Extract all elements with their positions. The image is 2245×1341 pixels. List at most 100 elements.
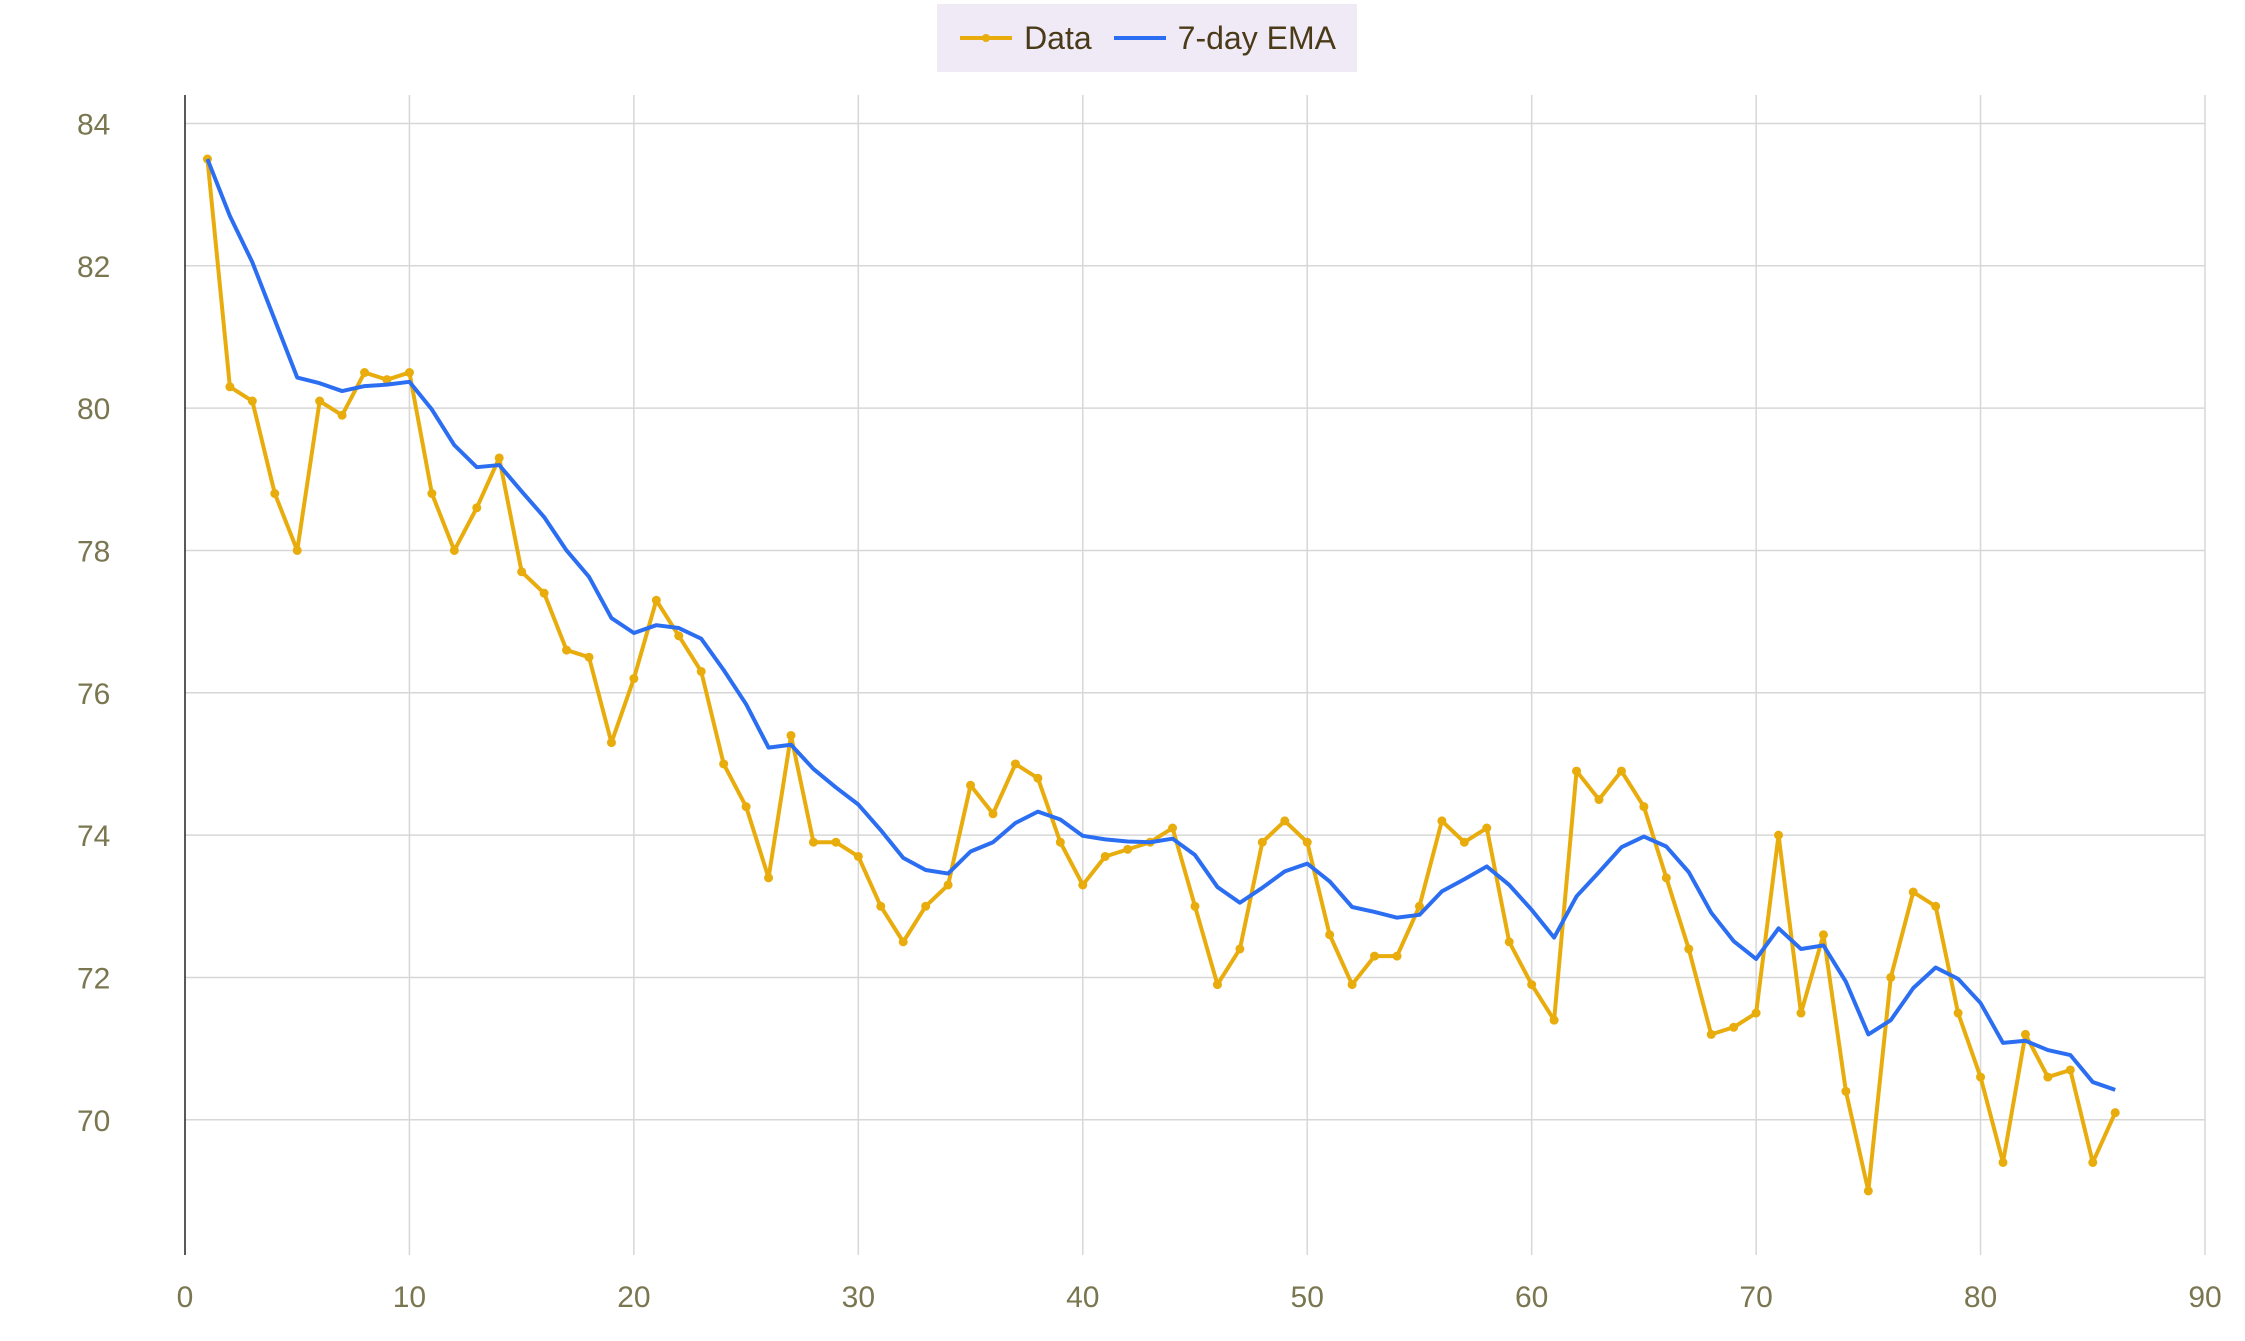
data-point bbox=[719, 759, 729, 769]
data-point bbox=[1976, 1072, 1986, 1082]
data-point bbox=[1796, 1008, 1806, 1018]
data-point bbox=[1033, 773, 1043, 783]
data-point bbox=[876, 901, 886, 911]
y-tick-label: 84 bbox=[77, 108, 110, 141]
data-point bbox=[539, 588, 549, 598]
series-line-data bbox=[205, 158, 2118, 1193]
data-point bbox=[1504, 937, 1514, 947]
data-point bbox=[247, 396, 257, 406]
y-tick-label: 78 bbox=[77, 535, 110, 568]
data-point bbox=[674, 631, 684, 641]
data-point bbox=[651, 595, 661, 605]
data-point bbox=[741, 802, 751, 812]
x-tick-label: 20 bbox=[617, 1281, 650, 1314]
legend: Data 7-day EMA bbox=[937, 4, 1357, 72]
data-point bbox=[404, 368, 414, 378]
data-point bbox=[1212, 980, 1222, 990]
data-point bbox=[1257, 837, 1267, 847]
data-point bbox=[786, 730, 796, 740]
data-point bbox=[360, 368, 370, 378]
data-point bbox=[1100, 851, 1110, 861]
data-point bbox=[1235, 944, 1245, 954]
data-point bbox=[1818, 930, 1828, 940]
y-tick-label: 72 bbox=[77, 962, 110, 995]
data-point bbox=[1549, 1015, 1559, 1025]
x-tick-label: 80 bbox=[1964, 1281, 1997, 1314]
data-point bbox=[1684, 944, 1694, 954]
data-point bbox=[853, 851, 863, 861]
data-point bbox=[1863, 1186, 1873, 1196]
data-point bbox=[337, 410, 347, 420]
data-point bbox=[966, 780, 976, 790]
series-line-ema bbox=[205, 158, 2116, 1092]
data-point bbox=[517, 567, 527, 577]
data-point bbox=[764, 873, 774, 883]
data-point bbox=[1729, 1022, 1739, 1032]
legend-label-data: Data bbox=[1024, 19, 1092, 56]
data-point bbox=[1392, 951, 1402, 961]
data-point bbox=[2110, 1108, 2120, 1118]
x-tick-label: 40 bbox=[1066, 1281, 1099, 1314]
data-point bbox=[2020, 1029, 2030, 1039]
data-point bbox=[1347, 980, 1357, 990]
x-tick-label: 60 bbox=[1515, 1281, 1548, 1314]
data-point bbox=[1010, 759, 1020, 769]
data-point bbox=[1572, 766, 1582, 776]
data-point bbox=[1280, 816, 1290, 826]
data-point bbox=[1078, 880, 1088, 890]
x-tick-label: 10 bbox=[393, 1281, 426, 1314]
data-point bbox=[1055, 837, 1065, 847]
data-point bbox=[1953, 1008, 1963, 1018]
data-point bbox=[1370, 951, 1380, 961]
data-point bbox=[382, 375, 392, 385]
y-tick-label: 70 bbox=[77, 1105, 110, 1138]
data-point bbox=[1774, 830, 1784, 840]
x-tick-label: 0 bbox=[177, 1281, 194, 1314]
data-point bbox=[562, 645, 572, 655]
data-point bbox=[988, 809, 998, 819]
y-tick-label: 76 bbox=[77, 678, 110, 711]
legend-swatch-ema bbox=[1113, 36, 1166, 40]
data-point bbox=[1527, 980, 1537, 990]
data-point bbox=[1190, 901, 1200, 911]
data-point bbox=[494, 453, 504, 463]
data-point bbox=[2043, 1072, 2053, 1082]
data-point bbox=[808, 837, 818, 847]
legend-label-ema: 7-day EMA bbox=[1177, 19, 1336, 56]
data-point bbox=[1931, 901, 1941, 911]
data-point bbox=[1459, 837, 1469, 847]
data-point bbox=[584, 652, 594, 662]
data-point bbox=[898, 937, 908, 947]
data-point bbox=[1908, 887, 1918, 897]
y-tick-label: 82 bbox=[77, 251, 110, 284]
legend-swatch-data bbox=[960, 34, 1013, 42]
data-point bbox=[831, 837, 841, 847]
y-tick-label: 80 bbox=[77, 393, 110, 426]
x-tick-label: 70 bbox=[1739, 1281, 1772, 1314]
data-point bbox=[921, 901, 931, 911]
data-point bbox=[449, 545, 459, 555]
data-point bbox=[1639, 802, 1649, 812]
data-point bbox=[315, 396, 325, 406]
data-point bbox=[1325, 930, 1335, 940]
x-tick-label: 90 bbox=[2188, 1281, 2221, 1314]
data-point bbox=[1482, 823, 1492, 833]
data-point bbox=[2088, 1157, 2098, 1167]
data-point bbox=[629, 674, 639, 684]
legend-item-ema[interactable]: 7-day EMA bbox=[1112, 20, 1336, 57]
x-tick-label: 30 bbox=[842, 1281, 875, 1314]
x-tick-label: 50 bbox=[1291, 1281, 1324, 1314]
data-point bbox=[1414, 901, 1424, 911]
data-point bbox=[1123, 844, 1133, 854]
data-point bbox=[1594, 795, 1604, 805]
data-point bbox=[427, 489, 437, 499]
y-tick-label: 74 bbox=[77, 820, 110, 853]
data-point bbox=[1168, 823, 1178, 833]
legend-item-data[interactable]: Data bbox=[958, 20, 1092, 57]
data-point bbox=[1302, 837, 1312, 847]
data-point bbox=[1661, 873, 1671, 883]
data-point bbox=[1998, 1157, 2008, 1167]
data-point bbox=[225, 382, 235, 392]
